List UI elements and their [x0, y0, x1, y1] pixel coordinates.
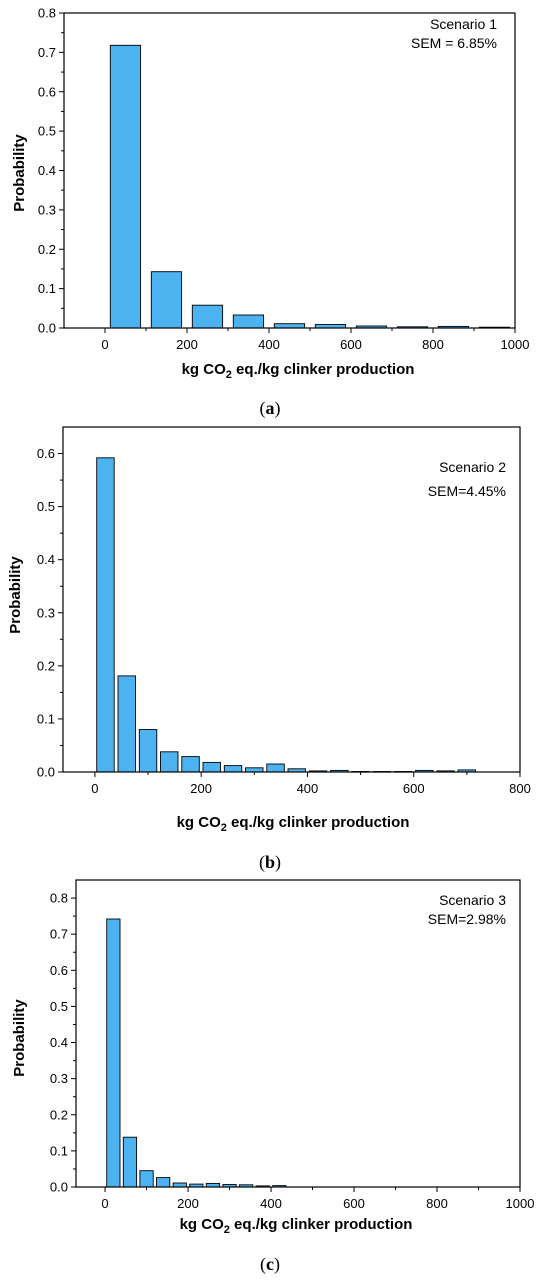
panel-c-xtick-label: 800 — [426, 1196, 448, 1211]
panel-b-xtick-label: 600 — [403, 781, 425, 796]
panel-b-bar — [96, 457, 115, 773]
panel-c-ytick-label: 0.4 — [50, 1035, 68, 1050]
panel-c-ylabel: Probability — [11, 999, 28, 1077]
panel-c-ytick-label: 0.6 — [50, 963, 68, 978]
panel-a-annotation-sem: SEM = 6.85% — [411, 35, 497, 51]
panel-a-ytick-label: 0.4 — [38, 163, 56, 178]
panel-a-xtick-label: 800 — [422, 337, 444, 352]
panel-c-bar — [122, 1136, 138, 1188]
panel-b-ylabel: Probability — [7, 556, 24, 634]
panel-a-ytick-label: 0.7 — [38, 45, 56, 60]
panel-a-ticks: 0 200 400 600 800 1000 0.0 0.1 0.2 0.3 0.4 0.5 0.6 0.… — [38, 6, 530, 353]
panel-b-bar — [223, 765, 243, 773]
panel-a-xtick-label: 600 — [340, 337, 362, 352]
panel-a-bar — [191, 304, 224, 329]
panel-b-caption-letter: b — [265, 852, 275, 872]
panel-c-xtick-label: 0 — [101, 1196, 108, 1211]
panel-b-xtick-label: 200 — [190, 781, 212, 796]
panel-c-xtick-label: 600 — [343, 1196, 365, 1211]
panel-a-xtick-label: 1000 — [501, 337, 530, 352]
panel-a-xtick-label: 200 — [176, 337, 198, 352]
panel-b-bar — [245, 767, 264, 773]
panel-a-xtick-label: 400 — [258, 337, 280, 352]
panel-a-ytick-label: 0.1 — [38, 281, 56, 296]
panel-b-bar — [160, 751, 179, 773]
panel-c-ytick-label: 0.8 — [50, 891, 68, 906]
panel-b-ytick-label: 0.4 — [37, 552, 55, 567]
panel-c-bar — [139, 1170, 154, 1188]
panel-a-ytick-label: 0.8 — [38, 6, 56, 21]
panel-a-caption: (a) — [260, 398, 281, 419]
panel-b-annotation-sem: SEM=4.45% — [428, 483, 506, 499]
panel-b-xtick-label: 800 — [509, 781, 531, 796]
panel-b: 0 200 400 600 800 0.0 0.1 0.2 0.3 0.4 0.5 0.6 Proba… — [7, 426, 531, 873]
panel-c-ytick-label: 0.7 — [50, 927, 68, 942]
panel-a-bar — [232, 314, 265, 329]
panel-a-ytick-label: 0.2 — [38, 242, 56, 257]
panel-c-xtick-label: 1000 — [506, 1196, 535, 1211]
panel-a-bar — [150, 271, 183, 329]
panel-b-plot-frame — [62, 426, 521, 773]
panel-b-xtick-label: 0 — [91, 781, 98, 796]
panel-c-ytick-label: 0.2 — [50, 1107, 68, 1122]
panel-c-axes — [75, 879, 521, 1188]
panel-b-ytick-label: 0.6 — [37, 446, 55, 461]
panel-b-ticks: 0 200 400 600 800 0.0 0.1 0.2 0.3 0.4 0.5 0.6 — [37, 446, 531, 796]
panel-a: 0 200 400 600 800 1000 0.0 0.1 0.2 0.3 0.4 0.5 0.6 0.… — [11, 6, 529, 420]
panel-b-xtick-label: 400 — [297, 781, 319, 796]
panel-a-ytick-label: 0.0 — [38, 321, 56, 336]
panel-c-caption: (c) — [260, 1254, 280, 1275]
panel-b-caption: (b) — [259, 852, 281, 873]
panel-c-bar — [156, 1177, 171, 1188]
panel-c-caption-letter: c — [266, 1254, 274, 1274]
panel-c-xtick-label: 200 — [177, 1196, 199, 1211]
panel-b-axes — [62, 426, 521, 773]
panel-b-bar — [138, 729, 158, 773]
panel-b-bar — [202, 761, 221, 773]
panel-c-bars — [106, 918, 287, 1188]
panel-b-annotation-title: Scenario 2 — [439, 459, 506, 475]
panel-a-ytick-label: 0.3 — [38, 202, 56, 217]
panel-a-ytick-label: 0.5 — [38, 124, 56, 139]
panel-a-bars — [109, 44, 511, 329]
panel-c-ticks: 0 200 400 600 800 1000 0.0 0.1 0.2 0.3 0.4 0.5 0.6 0.… — [50, 891, 535, 1211]
panel-c-xlabel: kg CO2 eq./kg clinker production — [180, 1216, 413, 1236]
panel-b-ytick-label: 0.3 — [37, 605, 55, 620]
panel-c-ytick-label: 0.5 — [50, 999, 68, 1014]
panel-a-caption-letter: a — [266, 398, 275, 418]
panel-a-bar — [109, 44, 142, 329]
panel-b-ytick-label: 0.5 — [37, 499, 55, 514]
panel-c-plot-frame — [75, 879, 521, 1188]
panel-c: 0 200 400 600 800 1000 0.0 0.1 0.2 0.3 0.4 0.5 0.6 0.… — [11, 879, 535, 1275]
panel-a-xtick-label: 0 — [101, 337, 108, 352]
panel-a-annotation-title: Scenario 1 — [430, 16, 497, 32]
panel-b-ytick-label: 0.1 — [37, 711, 55, 726]
panel-a-xlabel: kg CO2 eq./kg clinker production — [182, 361, 415, 381]
panel-c-annotation-sem: SEM=2.98% — [428, 911, 506, 927]
panel-b-bar — [266, 763, 285, 773]
panel-c-annotation-title: Scenario 3 — [439, 892, 506, 908]
panel-b-bars — [96, 457, 477, 773]
panel-b-ytick-label: 0.0 — [37, 765, 55, 780]
panel-a-ylabel: Probability — [11, 134, 28, 212]
panel-c-ytick-label: 0.0 — [50, 1180, 68, 1195]
panel-b-xlabel: kg CO2 eq./kg clinker production — [177, 814, 410, 834]
panel-b-bar — [181, 756, 200, 773]
panel-a-bar — [273, 323, 306, 329]
panel-b-bar — [117, 675, 136, 773]
panel-c-xtick-label: 400 — [260, 1196, 282, 1211]
panel-c-ytick-label: 0.1 — [50, 1143, 68, 1158]
panel-a-ytick-label: 0.6 — [38, 84, 56, 99]
panel-c-ytick-label: 0.3 — [50, 1071, 68, 1086]
panel-c-bar — [106, 918, 121, 1188]
panel-b-ytick-label: 0.2 — [37, 658, 55, 673]
